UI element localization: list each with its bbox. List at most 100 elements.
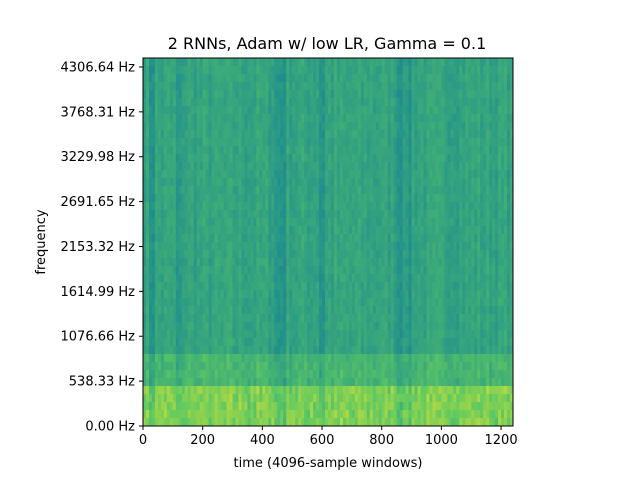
heatmap-cell (330, 210, 335, 219)
heatmap-cell (199, 170, 204, 179)
heatmap-cell (250, 66, 254, 75)
heatmap-cell (253, 258, 257, 267)
heatmap-cell (390, 354, 395, 363)
heatmap-cell (438, 178, 442, 187)
heatmap-cell (492, 210, 496, 219)
heatmap-cell (319, 138, 323, 147)
heatmap-cell (319, 226, 323, 235)
heatmap-cell (483, 346, 487, 355)
heatmap-cell (369, 186, 374, 195)
heatmap-cell (450, 226, 454, 235)
heatmap-cell (280, 82, 284, 91)
heatmap-cell (495, 258, 499, 267)
heatmap-cell (333, 178, 338, 187)
heatmap-cell (492, 258, 496, 267)
heatmap-cell (235, 346, 239, 355)
heatmap-cell (277, 82, 281, 91)
heatmap-cell (453, 338, 457, 347)
heatmap-cell (193, 114, 198, 123)
heatmap-cell (342, 234, 347, 243)
heatmap-cell (468, 74, 472, 83)
heatmap-cell (342, 82, 347, 91)
heatmap-cell (181, 266, 186, 275)
heatmap-cell (289, 226, 293, 235)
heatmap-cell (342, 114, 347, 123)
heatmap-cell (295, 98, 299, 107)
heatmap-cell (450, 266, 454, 275)
heatmap-cell (360, 106, 365, 115)
heatmap-cell (310, 330, 314, 339)
heatmap-cell (498, 226, 502, 235)
heatmap-cell (423, 290, 427, 299)
heatmap-cell (330, 130, 335, 139)
heatmap-cell (408, 290, 412, 299)
heatmap-cell (348, 210, 353, 219)
heatmap-cell (181, 178, 186, 187)
heatmap-cell (217, 202, 221, 211)
heatmap-cell (247, 122, 251, 131)
heatmap-cell (387, 178, 392, 187)
heatmap-cell (333, 370, 338, 379)
heatmap-cell (369, 354, 374, 363)
heatmap-cell (211, 338, 216, 347)
heatmap-cell (214, 274, 218, 283)
heatmap-cell (453, 66, 457, 75)
heatmap-cell (322, 226, 326, 235)
heatmap-cell (262, 234, 266, 243)
heatmap-cell (447, 298, 451, 307)
heatmap-cell (372, 306, 377, 315)
heatmap-cell (471, 314, 475, 323)
heatmap-cell (223, 234, 227, 243)
heatmap-cell (453, 290, 457, 299)
heatmap-cell (453, 58, 457, 67)
heatmap-cell (393, 178, 398, 187)
heatmap-cell (169, 266, 174, 275)
heatmap-cell (417, 90, 421, 99)
heatmap-cell (360, 186, 365, 195)
heatmap-cell (381, 154, 386, 163)
heatmap-cell (199, 162, 204, 171)
heatmap-cell (151, 114, 156, 123)
heatmap-cell (310, 74, 314, 83)
heatmap-cell (450, 362, 454, 371)
heatmap-cell (154, 114, 159, 123)
heatmap-cell (235, 354, 239, 363)
heatmap-cell (226, 178, 230, 187)
heatmap-cell (247, 282, 251, 291)
heatmap-cell (172, 266, 177, 275)
heatmap-cell (426, 338, 430, 347)
heatmap-cell (471, 298, 475, 307)
heatmap-cell (175, 66, 180, 75)
heatmap-cell (489, 194, 493, 203)
heatmap-cell (450, 330, 454, 339)
heatmap-cell (402, 306, 406, 315)
heatmap-cell (235, 98, 239, 107)
heatmap-cell (330, 266, 335, 275)
heatmap-cell (393, 242, 398, 251)
heatmap-cell (465, 266, 469, 275)
heatmap-cell (423, 226, 427, 235)
heatmap-cell (474, 194, 478, 203)
heatmap-cell (178, 114, 183, 123)
heatmap-cell (396, 338, 401, 347)
heatmap-cell (429, 146, 433, 155)
heatmap-cell (462, 202, 466, 211)
heatmap-cell (145, 314, 150, 323)
heatmap-cell (342, 338, 347, 347)
heatmap-cell (220, 202, 224, 211)
heatmap-cell (274, 330, 278, 339)
heatmap-cell (366, 202, 371, 211)
heatmap-cell (160, 234, 165, 243)
heatmap-cell (504, 122, 508, 131)
heatmap-cell (360, 274, 365, 283)
heatmap-cell (199, 346, 204, 355)
heatmap-cell (181, 338, 186, 347)
heatmap-cell (348, 194, 353, 203)
heatmap-cell (336, 258, 341, 267)
heatmap-cell (450, 290, 454, 299)
heatmap-cell (492, 322, 496, 331)
heatmap-cell (148, 370, 153, 379)
heatmap-cell (372, 282, 377, 291)
heatmap-cell (459, 258, 463, 267)
heatmap-cell (163, 130, 168, 139)
